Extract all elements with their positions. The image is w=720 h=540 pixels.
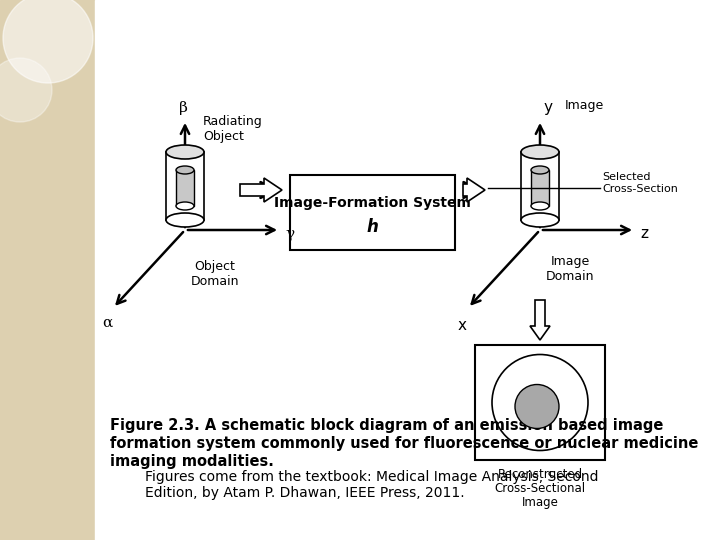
Text: Image
Domain: Image Domain <box>546 255 594 283</box>
Ellipse shape <box>176 166 194 174</box>
Text: Cross-Sectional: Cross-Sectional <box>495 482 585 495</box>
Circle shape <box>0 58 52 122</box>
Bar <box>521 152 559 220</box>
Text: Figures come from the textbook: Medical Image Analysis, Second: Figures come from the textbook: Medical … <box>145 470 598 484</box>
Text: Edition, by Atam P. Dhawan, IEEE Press, 2011.: Edition, by Atam P. Dhawan, IEEE Press, … <box>145 486 464 500</box>
Ellipse shape <box>521 145 559 159</box>
Ellipse shape <box>531 202 549 210</box>
Polygon shape <box>463 178 485 202</box>
Bar <box>290 175 455 250</box>
Text: Image: Image <box>565 99 604 112</box>
Text: Radiating
Object: Radiating Object <box>203 115 263 143</box>
Bar <box>475 345 605 460</box>
Polygon shape <box>530 300 550 340</box>
Text: Reconstructed: Reconstructed <box>498 468 582 481</box>
Bar <box>166 152 204 220</box>
Ellipse shape <box>166 213 204 227</box>
Bar <box>176 170 194 206</box>
Ellipse shape <box>166 145 204 159</box>
Text: Image: Image <box>521 496 559 509</box>
Circle shape <box>3 0 93 83</box>
Text: Selected
Cross-Section: Selected Cross-Section <box>602 172 678 194</box>
Circle shape <box>515 384 559 429</box>
Text: Figure 2.3. A schematic block diagram of an emission based image: Figure 2.3. A schematic block diagram of… <box>110 418 663 433</box>
Bar <box>531 170 549 206</box>
Text: z: z <box>640 226 648 241</box>
Text: h: h <box>366 218 379 235</box>
Text: imaging modalities.: imaging modalities. <box>110 454 274 469</box>
Ellipse shape <box>176 202 194 210</box>
Text: Object
Domain: Object Domain <box>191 260 239 288</box>
Polygon shape <box>240 178 282 202</box>
Bar <box>95 0 720 540</box>
Text: x: x <box>457 318 467 333</box>
Text: formation system commonly used for fluorescence or nuclear medicine: formation system commonly used for fluor… <box>110 436 698 451</box>
Text: β: β <box>179 101 187 115</box>
Text: y: y <box>543 100 552 115</box>
Ellipse shape <box>521 213 559 227</box>
Text: α: α <box>102 316 112 330</box>
Text: γ: γ <box>285 227 294 241</box>
Bar <box>0 0 95 540</box>
Ellipse shape <box>531 166 549 174</box>
Circle shape <box>492 354 588 450</box>
Text: Image-Formation System: Image-Formation System <box>274 195 471 210</box>
